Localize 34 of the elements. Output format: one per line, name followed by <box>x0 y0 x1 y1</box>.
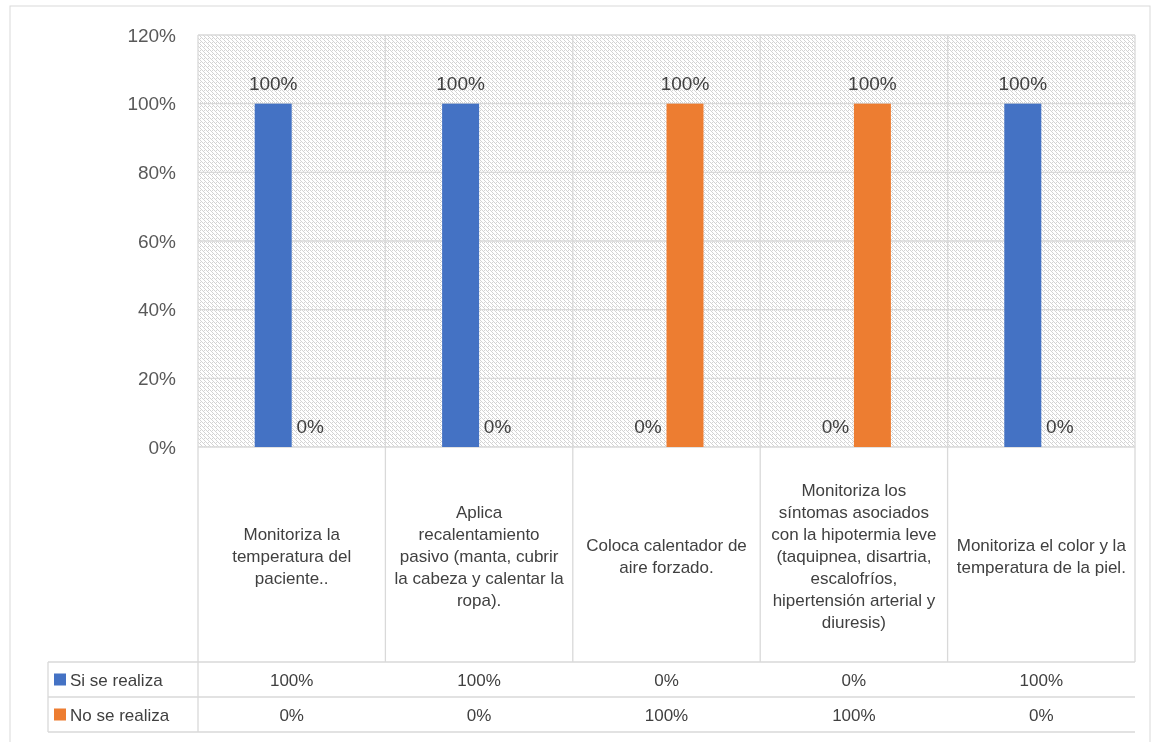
data-label: 100% <box>269 670 314 690</box>
text: 0% <box>634 416 662 437</box>
data-label: 0% <box>279 705 304 725</box>
data-label: 0% <box>466 705 492 725</box>
x-tick-label: Coloca calentador de aire forzado. <box>586 536 747 577</box>
y-tick-label: 20% <box>137 367 177 389</box>
data-label: 100% <box>832 705 876 725</box>
y-tick-label: 0% <box>148 436 177 458</box>
text: 100% <box>998 72 1048 94</box>
text: 0% <box>483 416 512 437</box>
data-label: 0% <box>654 670 679 690</box>
x-tick-label: Monitoriza los síntomas asociados con la hipotermia leve (taquipnea, disartria, escalofríos, hipertensión arterial y diuresis) <box>771 481 937 632</box>
data-label: 100% <box>457 670 501 690</box>
data-label: 100% <box>1019 670 1064 690</box>
y-tick-label: 100% <box>127 93 177 115</box>
y-tick-label: 80% <box>137 161 177 183</box>
data-label: 100% <box>644 705 689 725</box>
legend-label: No se realiza <box>70 705 170 725</box>
data-label: 0% <box>1029 705 1054 725</box>
text: 0% <box>821 416 850 437</box>
text: 100% <box>436 72 485 94</box>
text: 100% <box>660 72 710 94</box>
legend-label: Si se realiza <box>70 670 164 690</box>
x-tick-label: Monitoriza el color y la temperatura de la piel. <box>956 536 1127 577</box>
text: 100% <box>848 72 897 94</box>
y-tick-label: 120% <box>127 24 177 46</box>
x-tick-label: Aplica recalentamiento pasivo (manta, cubrir la cabeza y calentar la ropa). <box>394 503 565 610</box>
data-label: 0% <box>841 670 867 690</box>
text: 100% <box>248 72 298 94</box>
y-tick-label: 40% <box>137 299 177 321</box>
y-tick-label: 60% <box>137 230 177 252</box>
x-tick-label: Monitoriza la temperatura del paciente.. <box>232 525 352 588</box>
text: 0% <box>1046 416 1074 437</box>
text: 0% <box>296 416 324 437</box>
